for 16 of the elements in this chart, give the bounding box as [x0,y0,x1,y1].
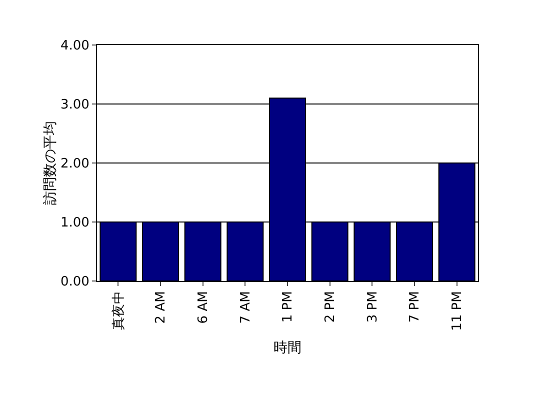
x-tick-label: 7 AM [238,291,254,324]
x-tick-label: 7 PM [408,291,423,323]
y-tick-label: 2.00 [60,156,90,172]
x-axis-title: 時間 [274,340,302,356]
x-tick-label: 1 PM [280,291,296,323]
x-tick-label: 11 PM [450,291,466,331]
y-tick-label: 3.00 [60,98,90,113]
y-tick-label: 0.00 [60,274,90,290]
y-axis-title: 訪問数の平均 [42,121,58,205]
x-tick-label: 2 PM [323,291,338,323]
x-tick-label: 6 AM [196,291,212,324]
x-tick-label: 真夜中 [110,291,126,330]
x-tick-label: 3 PM [365,291,380,323]
y-tick-label: 1.00 [60,216,90,231]
x-tick-label: 2 AM [154,291,169,324]
y-tick-label: 4.00 [60,38,90,54]
